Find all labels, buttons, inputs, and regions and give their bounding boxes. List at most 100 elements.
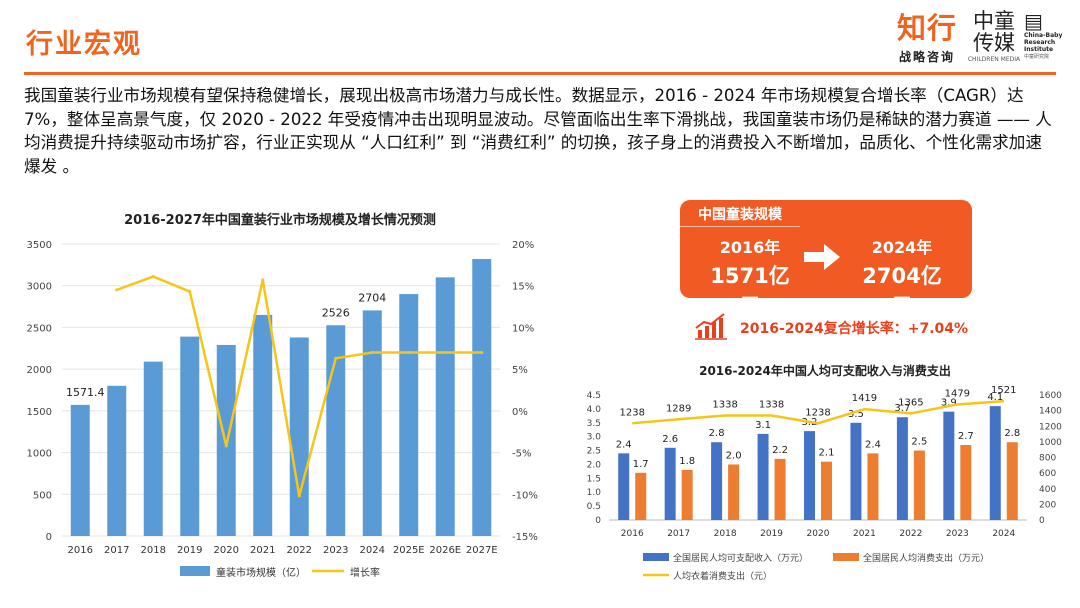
chart2-spending-label: 2.0 xyxy=(726,450,742,461)
chart1-bar xyxy=(180,336,200,536)
chart2-income-bar xyxy=(896,417,908,520)
zhixing-logo: 知行 战略咨询 xyxy=(890,12,964,65)
chart1-right-tick: 15% xyxy=(512,282,534,293)
chart2-clothing-line xyxy=(632,399,1004,425)
logo2-line1: 中童 xyxy=(973,9,1015,33)
chart2-left-tick: 4.5 xyxy=(587,391,601,401)
chart1-data-label: 2526 xyxy=(322,306,350,319)
zhongtong-logo: 中童 传媒 CHILDREN MEDIA xyxy=(966,10,1022,63)
chart1-right-tick: -15% xyxy=(512,532,538,543)
chart2-legend-swatch-spending xyxy=(833,553,859,561)
chart2-clothing-label: 1289 xyxy=(666,403,691,414)
chart2-left-tick: 2.5 xyxy=(587,447,601,457)
chart1-growth-point xyxy=(261,278,265,282)
chart2-right-tick: 800 xyxy=(1039,454,1056,464)
chart2-legend-income: 全国居民人均可支配收入（万元） xyxy=(673,552,808,564)
chart1-legend-line: 增长率 xyxy=(350,566,380,579)
chart2-spending-bar xyxy=(867,453,879,520)
chart1-growth-point xyxy=(188,290,192,294)
chart2-income-bar xyxy=(989,406,1001,520)
chart2-right-tick: 600 xyxy=(1039,469,1056,479)
chart1-x-tick: 2021 xyxy=(250,545,275,556)
chart1-left-tick: 0 xyxy=(46,532,52,543)
logo2-en: CHILDREN MEDIA xyxy=(967,56,1021,63)
chart2-x-tick: 2021 xyxy=(853,529,876,539)
intro-paragraph: 我国童装行业市场规模有望保持稳健增长，展现出极高市场潜力与成长性。数据显示，20… xyxy=(24,86,1052,176)
chart1-x-tick: 2024 xyxy=(360,545,385,556)
arrow-right-icon xyxy=(804,244,840,270)
logo3-line1: China-Baby xyxy=(1024,32,1063,39)
chart1-left-tick: 1000 xyxy=(27,449,52,460)
chart1-growth-point xyxy=(334,356,338,360)
chart2-income-label: 4.1 xyxy=(987,392,1003,403)
market-size-chart: 2016-2027年中国童装行业市场规模及增长情况预测 0 500 1000 1500 2… xyxy=(27,212,538,579)
cbri-mark-icon: ▤ xyxy=(1024,9,1043,33)
chart2-x-tick: 2018 xyxy=(714,529,737,539)
chart2-spending-bar xyxy=(728,464,740,520)
chart1-growth-point xyxy=(407,350,411,354)
chart1-bar xyxy=(253,314,273,536)
chart1-bar xyxy=(143,361,163,536)
chart2-right-tick: 1600 xyxy=(1039,391,1062,401)
chart1-growth-point xyxy=(370,350,374,354)
chart2-income-label: 2.8 xyxy=(709,428,725,439)
chart1-right-tick: 20% xyxy=(512,240,534,251)
chart1-bar xyxy=(399,294,419,536)
chart1-x-tick: 2017 xyxy=(104,545,129,556)
chart2-clothing-label: 1479 xyxy=(945,388,970,399)
chart1-left-tick: 2000 xyxy=(27,365,52,376)
to-value: 2704亿元 xyxy=(862,264,942,318)
page-title: 行业宏观 xyxy=(26,29,142,60)
chart2-income-bar xyxy=(804,431,815,520)
logo3-cn: 中童研究院 xyxy=(1024,54,1050,60)
chart2-income-bar xyxy=(618,453,630,520)
chart2-income-label: 2.6 xyxy=(662,434,678,445)
chart2-income-label: 3.7 xyxy=(894,403,910,414)
chart1-x-tick: 2020 xyxy=(214,545,239,556)
chart1-right-tick: -5% xyxy=(512,449,531,460)
chart2-income-bar xyxy=(664,447,676,520)
chart2-left-tick: 0 xyxy=(595,516,601,526)
chart1-left-tick: 3000 xyxy=(27,282,52,293)
chart2-left-tick: 4.0 xyxy=(587,405,602,415)
chart2-x-tick: 2017 xyxy=(667,529,690,539)
chart2-spending-bar xyxy=(1006,442,1018,520)
chart2-legend-clothing: 人均衣着消费支出（元） xyxy=(673,570,772,582)
chart2-clothing-label: 1365 xyxy=(898,397,923,408)
chart2-x-tick: 2016 xyxy=(621,529,644,539)
chart1-growth-point xyxy=(297,494,301,498)
chart1-bar xyxy=(435,277,455,536)
cbri-logo: ▤ China-Baby Research Institute 中童研究院 xyxy=(1024,10,1068,60)
chart2-right-tick: 1200 xyxy=(1039,422,1062,432)
chart2-left-tick: 1.5 xyxy=(587,474,601,484)
chart2-spending-label: 2.5 xyxy=(911,437,927,448)
chart2-spending-label: 2.7 xyxy=(958,431,974,442)
chart2-income-bar xyxy=(711,442,723,520)
chart2-left-tick: 0.5 xyxy=(587,502,601,512)
income-spending-chart: 2016-2024年中国人均可支配收入与消费支出 0 0.5 1.0 1.5 2.0 2.5… xyxy=(587,363,1063,582)
chart2-legend-swatch-income xyxy=(643,553,669,561)
from-year: 2016年 xyxy=(719,238,781,257)
chart2-legend-spending: 全国居民人均消费支出（万元） xyxy=(863,552,989,564)
chart2-right-tick: 1400 xyxy=(1039,407,1062,417)
chart2-income-bar xyxy=(757,433,769,520)
chart2-left-tick: 1.0 xyxy=(587,488,602,498)
chart2-income-bar xyxy=(943,411,955,520)
chart2-clothing-label: 1238 xyxy=(619,407,644,418)
chart2-spending-bar xyxy=(960,445,972,520)
chart1-data-label: 1571.4 xyxy=(66,386,105,399)
chart2-spending-label: 1.7 xyxy=(633,459,649,470)
chart1-growth-point xyxy=(151,275,155,279)
chart2-left-tick: 3.0 xyxy=(587,433,602,443)
chart2-x-tick: 2022 xyxy=(899,529,922,539)
chart1-left-tick: 1500 xyxy=(27,407,52,418)
chart2-income-label: 3.5 xyxy=(848,409,864,420)
chart2-left-tick: 3.5 xyxy=(587,419,601,429)
chart2-spending-label: 2.4 xyxy=(865,439,881,450)
chart1-x-tick: 2019 xyxy=(177,545,202,556)
growth-chart-icon xyxy=(695,313,727,340)
chart1-bar xyxy=(107,385,127,536)
chart2-clothing-label: 1238 xyxy=(805,407,830,418)
chart1-right-tick: 10% xyxy=(512,323,534,334)
chart1-left-tick: 3500 xyxy=(27,240,52,251)
